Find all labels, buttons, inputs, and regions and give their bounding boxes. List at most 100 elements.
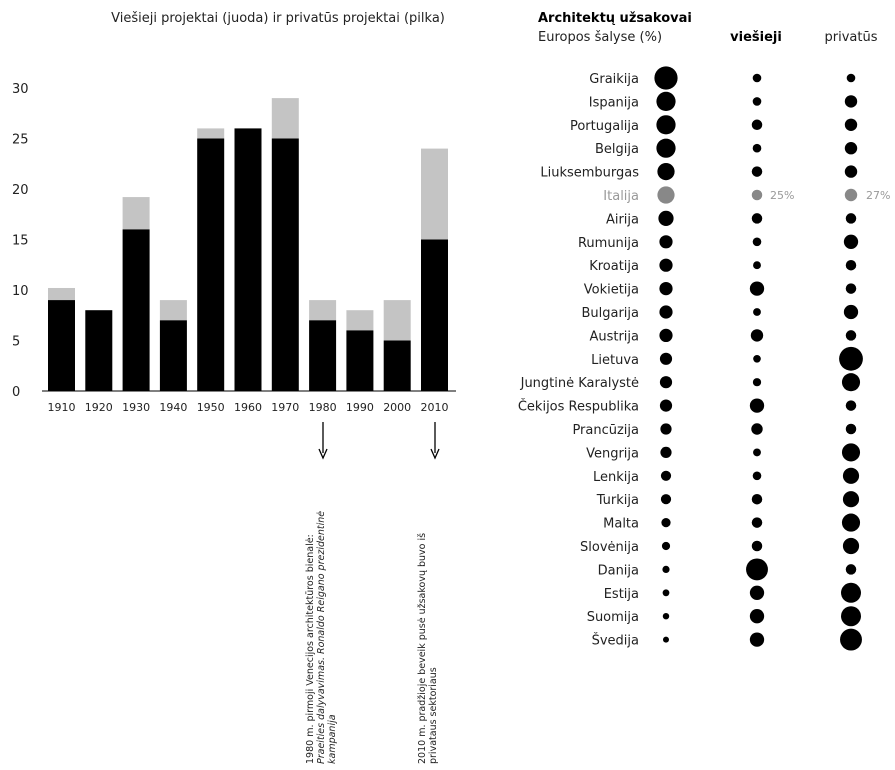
private-bubble — [845, 330, 857, 341]
y-tick-label: 0 — [12, 385, 20, 400]
private-bubble — [844, 165, 858, 178]
bubble-row: Rumunija — [578, 234, 859, 251]
country-label: Bulgarija — [581, 306, 639, 321]
x-tick-label: 1970 — [271, 401, 299, 414]
private-bubble — [839, 346, 863, 371]
country-label: Ispanija — [589, 95, 639, 110]
public-bubble — [749, 632, 765, 647]
column-header-public: viešieji — [730, 30, 782, 45]
total-bubble — [661, 518, 671, 528]
total-bubble — [661, 541, 671, 551]
bubble-row: Lietuva — [591, 346, 863, 371]
country-label: Lenkija — [593, 470, 639, 485]
bar-private — [421, 148, 448, 240]
public-bubble — [753, 261, 761, 270]
bubble-row: Liuksemburgas — [540, 163, 858, 181]
public-bubble — [752, 97, 762, 106]
total-bubble — [659, 258, 673, 272]
bubble-row: Čekijos Respublika — [518, 398, 857, 415]
country-label: Vokietija — [584, 283, 639, 298]
down-arrow-icon — [318, 448, 328, 460]
bar-chart: Viešieji projektai (juoda) ir privatūs p… — [12, 11, 456, 764]
public-bubble — [753, 308, 761, 316]
country-label: Suomija — [587, 610, 639, 625]
bubble-row: Danija — [598, 558, 857, 581]
x-tick-label: 1950 — [197, 401, 225, 414]
country-label: Rumunija — [578, 236, 639, 251]
bar-public — [383, 340, 411, 391]
private-bubble — [841, 513, 861, 532]
bubble-row: Vokietija — [584, 281, 857, 298]
y-axis: 0 5 10 15 20 25 30 — [12, 82, 29, 400]
annotation-note: 1980 m. pirmoji Venecijos architektūros … — [305, 511, 338, 764]
public-bubble — [751, 189, 763, 201]
country-label: Vengrija — [586, 446, 639, 461]
private-bubble — [840, 628, 862, 651]
country-label: Austrija — [589, 329, 639, 344]
x-axis-tick-labels: 1910 1920 1930 1940 1950 1960 1970 1980 1990 2000… — [48, 401, 449, 414]
annotation-line: 1980 m. pirmoji Venecijos architektūros … — [305, 534, 316, 764]
y-tick-label: 15 — [12, 234, 29, 249]
private-bubble — [845, 283, 857, 294]
x-tick-label: 1960 — [234, 401, 262, 414]
total-bubble — [660, 446, 672, 458]
public-bubble — [749, 281, 765, 296]
bar-public — [197, 138, 225, 391]
total-bubble — [657, 163, 675, 181]
total-bubble — [663, 636, 669, 643]
bar-private — [309, 300, 337, 321]
bubble-row: Airija — [606, 210, 857, 227]
bubble-row: Jungtinė Karalystė — [520, 373, 861, 392]
total-bubble — [662, 565, 670, 574]
total-bubble — [659, 282, 673, 296]
x-tick-label: 2010 — [421, 401, 449, 414]
x-tick-label: 1990 — [346, 401, 374, 414]
total-bubble — [656, 115, 676, 135]
public-bubble — [751, 213, 763, 224]
bar-public — [421, 239, 448, 391]
public-bubble — [749, 398, 765, 413]
total-bubble — [660, 494, 672, 505]
public-bubble — [753, 448, 761, 457]
total-bubble — [656, 138, 676, 158]
private-bubble — [845, 423, 857, 435]
country-label: Turkija — [596, 493, 639, 508]
public-bubble — [749, 585, 765, 600]
public-bubble — [749, 609, 765, 624]
bubble-row: Graikija — [589, 66, 856, 90]
private-bubble — [845, 564, 857, 575]
x-tick-label: 1940 — [159, 401, 187, 414]
public-bubble — [752, 378, 762, 387]
bubble-row: Suomija — [587, 606, 861, 627]
private-bubble — [845, 400, 857, 411]
bar-chart-title: Viešieji projektai (juoda) ir privatūs p… — [111, 11, 445, 26]
bar-private — [48, 287, 75, 301]
private-bubble — [841, 443, 861, 462]
bar-public — [122, 229, 150, 391]
bubble-row: Malta — [603, 513, 861, 532]
total-bubble — [656, 91, 676, 111]
bar-public — [271, 138, 299, 391]
country-label: Slovėnija — [580, 540, 639, 555]
annotation-line: Praeities dalyvavimas. Ronaldo Reigano p… — [316, 511, 327, 764]
annotation-note: 2010 m. pradžioje beveik pusė užsakovų b… — [417, 533, 439, 764]
bar-private — [197, 128, 225, 139]
x-tick-label: 1920 — [85, 401, 113, 414]
x-tick-label: 1910 — [48, 401, 76, 414]
bar-private — [346, 310, 374, 331]
country-label: Jungtinė Karalystė — [520, 376, 639, 391]
column-header-private: privatūs — [825, 30, 878, 45]
country-label: Graikija — [589, 72, 639, 87]
bar-private — [383, 300, 411, 341]
total-bubble — [659, 352, 673, 365]
private-bubble — [844, 142, 858, 155]
y-tick-label: 5 — [12, 335, 20, 350]
y-tick-label: 30 — [12, 82, 29, 97]
country-label: Portugalija — [570, 119, 639, 134]
country-label: Liuksemburgas — [540, 166, 639, 181]
bar-public — [48, 300, 75, 391]
bar-public — [346, 330, 374, 391]
annotation-line: kampanija — [327, 714, 338, 764]
private-bubble — [845, 259, 857, 271]
